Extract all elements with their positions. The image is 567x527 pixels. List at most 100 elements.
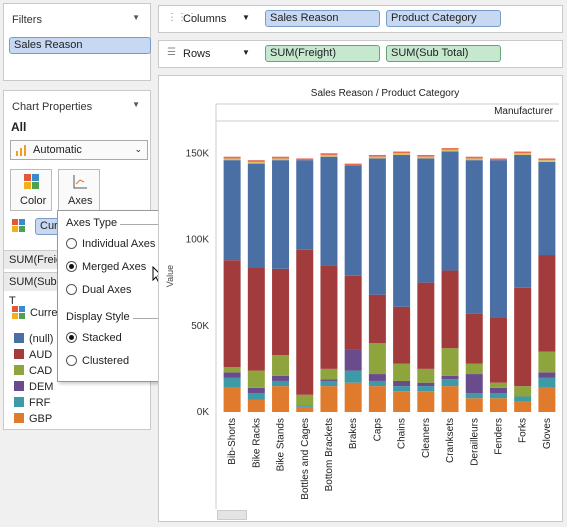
bar-segment[interactable]	[441, 386, 459, 412]
rows-stub-1[interactable]: SUM(Freig	[4, 250, 64, 269]
bar-segment[interactable]	[223, 367, 241, 373]
bar-segment[interactable]	[296, 160, 314, 250]
bar-segment[interactable]	[247, 161, 265, 164]
bar-segment[interactable]	[344, 382, 362, 412]
bar-segment[interactable]	[320, 156, 338, 266]
bar-segment[interactable]	[272, 268, 290, 356]
bar-segment[interactable]	[465, 374, 483, 394]
bar-segment[interactable]	[272, 158, 290, 161]
bar-segment[interactable]	[393, 391, 411, 412]
bar-segment[interactable]	[417, 391, 435, 412]
bar-segment[interactable]	[465, 156, 483, 159]
bar-segment[interactable]	[538, 372, 556, 378]
color-button[interactable]: Color	[10, 169, 52, 211]
bar-segment[interactable]	[368, 158, 386, 295]
chevron-down-icon[interactable]: ▼	[242, 48, 250, 57]
bar-segment[interactable]	[538, 351, 556, 373]
bar-segment[interactable]	[368, 386, 386, 412]
bar-segment[interactable]	[465, 313, 483, 364]
filter-pill-sales-reason[interactable]: Sales Reason	[9, 37, 151, 54]
bar-segment[interactable]	[393, 386, 411, 392]
bar-segment[interactable]	[272, 386, 290, 412]
bar-segment[interactable]	[272, 375, 290, 381]
bar-segment[interactable]	[441, 379, 459, 387]
bar-segment[interactable]	[247, 399, 265, 412]
bar-segment[interactable]	[247, 387, 265, 394]
bar-segment[interactable]	[489, 387, 507, 394]
bar-segment[interactable]	[538, 255, 556, 352]
bar-segment[interactable]	[344, 370, 362, 383]
bar-segment[interactable]	[368, 380, 386, 387]
bar-segment[interactable]	[489, 398, 507, 412]
bar-segment[interactable]	[514, 287, 532, 387]
bar-segment[interactable]	[223, 158, 241, 161]
chevron-down-icon[interactable]: ▼	[132, 13, 140, 22]
bar-segment[interactable]	[441, 149, 459, 152]
bar-segment[interactable]	[223, 377, 241, 388]
bar-segment[interactable]	[344, 163, 362, 166]
bar-segment[interactable]	[465, 393, 483, 399]
bar-segment[interactable]	[368, 154, 386, 157]
bar-segment[interactable]	[320, 265, 338, 369]
bar-segment[interactable]	[247, 370, 265, 388]
bar-segment[interactable]	[272, 160, 290, 269]
bar-segment[interactable]	[344, 275, 362, 350]
bar-segment[interactable]	[514, 151, 532, 154]
bar-segment[interactable]	[344, 165, 362, 276]
bar-segment[interactable]	[514, 396, 532, 402]
bar-segment[interactable]	[272, 156, 290, 159]
rows-pill-freight[interactable]: SUM(Freight)	[265, 45, 380, 62]
bar-segment[interactable]	[296, 158, 314, 161]
bar-segment[interactable]	[368, 156, 386, 159]
rows-stub-2[interactable]: SUM(Sub T	[4, 272, 64, 307]
bar-segment[interactable]	[272, 380, 290, 387]
bar-segment[interactable]	[320, 153, 338, 155]
bar-segment[interactable]	[247, 160, 265, 162]
bar-segment[interactable]	[441, 348, 459, 376]
bar-segment[interactable]	[514, 401, 532, 412]
dual-axes-radio[interactable]: Dual Axes	[66, 282, 132, 298]
bar-segment[interactable]	[441, 151, 459, 271]
bar-segment[interactable]	[441, 148, 459, 150]
bar-segment[interactable]	[489, 393, 507, 399]
bar-segment[interactable]	[417, 382, 435, 387]
bar-segment[interactable]	[223, 260, 241, 368]
bar-segment[interactable]	[393, 306, 411, 364]
bar-segment[interactable]	[320, 386, 338, 412]
bar-segment[interactable]	[223, 160, 241, 261]
bar-segment[interactable]	[320, 379, 338, 381]
bar-segment[interactable]	[514, 386, 532, 397]
bar-segment[interactable]	[393, 151, 411, 154]
mark-type-dropdown[interactable]: Automatic ⌄	[10, 140, 148, 160]
bar-segment[interactable]	[223, 372, 241, 378]
bar-segment[interactable]	[296, 249, 314, 395]
bar-segment[interactable]	[368, 343, 386, 375]
bar-segment[interactable]	[247, 163, 265, 268]
bar-segment[interactable]	[320, 380, 338, 387]
bar-segment[interactable]	[538, 160, 556, 162]
bar-segment[interactable]	[344, 349, 362, 371]
bar-segment[interactable]	[417, 386, 435, 392]
bar-segment[interactable]	[465, 160, 483, 314]
bar-segment[interactable]	[489, 160, 507, 318]
individual-axes-radio[interactable]: Individual Axes	[66, 236, 155, 252]
bar-segment[interactable]	[538, 158, 556, 161]
chevron-down-icon[interactable]: ▼	[132, 100, 140, 109]
stacked-radio[interactable]: Stacked	[66, 330, 122, 346]
bar-segment[interactable]	[441, 270, 459, 349]
bar-segment[interactable]	[417, 368, 435, 383]
bar-segment[interactable]	[417, 158, 435, 283]
bar-segment[interactable]	[441, 375, 459, 380]
bar-segment[interactable]	[465, 158, 483, 161]
bar-segment[interactable]	[368, 374, 386, 381]
bar-segment[interactable]	[417, 156, 435, 159]
bar-segment[interactable]	[489, 317, 507, 383]
bar-segment[interactable]	[393, 380, 411, 387]
bar-segment[interactable]	[320, 154, 338, 157]
merged-axes-radio[interactable]: Merged Axes	[66, 259, 146, 275]
horizontal-scrollbar[interactable]	[217, 510, 247, 520]
bar-segment[interactable]	[514, 153, 532, 155]
clustered-radio[interactable]: Clustered	[66, 353, 129, 369]
rows-pill-subtotal[interactable]: SUM(Sub Total)	[386, 45, 501, 62]
bar-segment[interactable]	[514, 154, 532, 288]
